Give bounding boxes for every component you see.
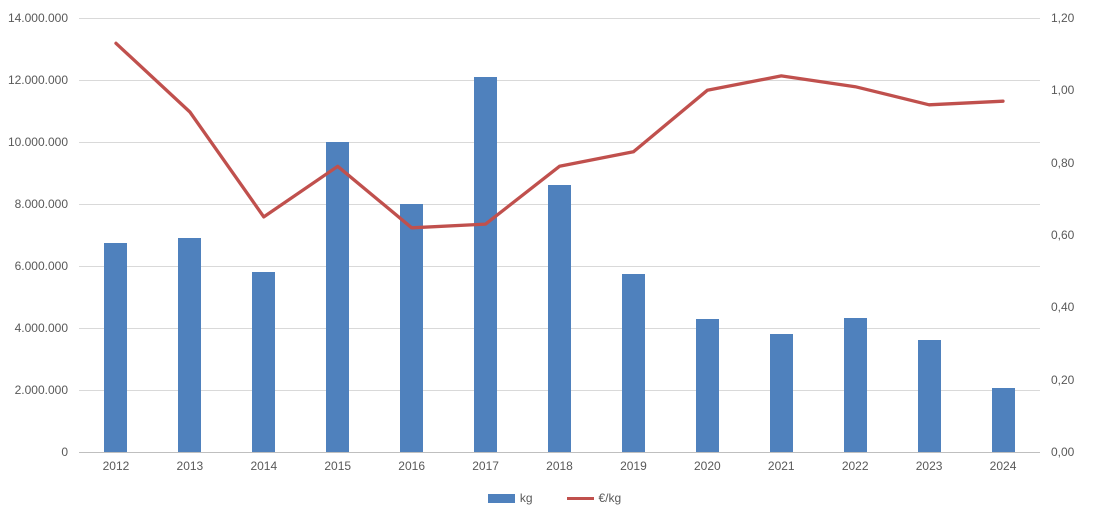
- x-axis-label-2012: 2012: [102, 459, 130, 473]
- bar-2018: [548, 185, 571, 452]
- bar-2017: [474, 76, 498, 452]
- x-axis-label-2024: 2024: [989, 459, 1017, 473]
- right-axis-tick-label: 0,20: [1051, 373, 1075, 387]
- bar-2019: [621, 273, 645, 452]
- left-axis-tick-label: 10.000.000: [7, 135, 68, 149]
- bar-2016: [400, 204, 424, 452]
- gridline: [79, 18, 1040, 19]
- bar-2020: [695, 318, 719, 452]
- eur-per-kg-line: [114, 41, 1005, 230]
- x-axis-line: [79, 452, 1040, 453]
- x-axis-label-2021: 2021: [767, 459, 795, 473]
- legend-item-eur-per-kg: €/kg: [566, 491, 622, 505]
- x-axis-label-2018: 2018: [546, 459, 573, 473]
- right-axis-tick-label: 0,80: [1051, 156, 1075, 170]
- left-axis-tick-label: 6.000.000: [14, 259, 68, 273]
- left-axis-tick-label: 2.000.000: [14, 383, 68, 397]
- legend-item-kg: kg: [487, 491, 533, 505]
- right-axis-tick-label: 0,00: [1051, 445, 1075, 459]
- gridline: [79, 80, 1040, 81]
- bar-2014: [252, 272, 276, 452]
- bar-2015: [326, 142, 350, 452]
- x-axis-label-2015: 2015: [324, 459, 352, 473]
- eur-per-kg-line-series: [114, 41, 1005, 230]
- left-axis-tick-label: 12.000.000: [7, 73, 68, 87]
- left-axis-tick-label: 0: [61, 445, 68, 459]
- x-axis-label-2022: 2022: [841, 459, 869, 473]
- bar-2021: [769, 334, 793, 452]
- x-axis-label-2019: 2019: [620, 459, 647, 473]
- eur-per-kg-series-swatch-icon: [566, 496, 594, 500]
- chart-legend: kg €/kg: [0, 491, 1109, 505]
- bar-2023: [917, 340, 941, 452]
- left-axis-tick-label: 4.000.000: [14, 321, 68, 335]
- x-axis-label-2014: 2014: [250, 459, 278, 473]
- x-axis-label-2017: 2017: [472, 459, 499, 473]
- legend-label-eur-per-kg: €/kg: [598, 491, 622, 505]
- bar-2012: [104, 242, 128, 452]
- right-axis-tick-label: 1,00: [1051, 83, 1075, 97]
- right-axis-tick-label: 0,60: [1051, 228, 1075, 242]
- x-axis-label-2016: 2016: [398, 459, 425, 473]
- bar-2013: [178, 238, 202, 452]
- right-axis-tick-label: 0,40: [1051, 300, 1075, 314]
- left-axis-tick-label: 14.000.000: [7, 11, 68, 25]
- bar-2024: [991, 387, 1015, 452]
- kg-series-swatch-icon: [487, 493, 515, 503]
- legend-label-kg: kg: [519, 491, 533, 505]
- x-axis-label-2020: 2020: [693, 459, 721, 473]
- bar-2022: [843, 317, 867, 452]
- x-axis-label-2013: 2013: [176, 459, 204, 473]
- gridline: [79, 142, 1040, 143]
- x-axis-label-2023: 2023: [915, 459, 943, 473]
- left-axis-tick-label: 8.000.000: [14, 197, 68, 211]
- right-axis-tick-label: 1,20: [1051, 11, 1075, 25]
